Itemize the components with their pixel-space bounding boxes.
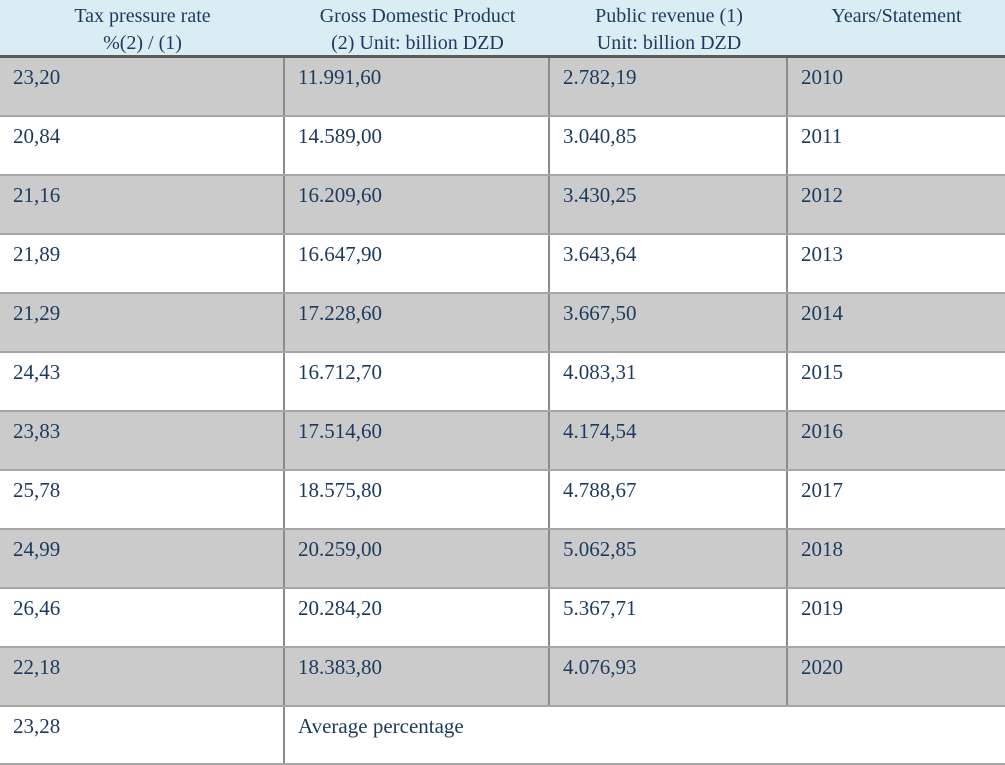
cell-tax-rate: 22,18 xyxy=(0,648,285,705)
column-header-years-statement: Years/Statement xyxy=(788,0,1005,57)
column-header-tax-pressure-rate: Tax pressure rate %(2) / (1) xyxy=(0,0,285,57)
table-row-2016: 23,83 17.514,60 4.174,54 2016 xyxy=(0,412,1005,471)
table-row-average: 23,28 Average percentage xyxy=(0,707,1005,765)
header-line2: %(2) / (1) xyxy=(103,32,182,54)
cell-revenue: 3.040,85 xyxy=(550,117,788,174)
cell-revenue: 5.062,85 xyxy=(550,530,788,587)
cell-tax-rate: 25,78 xyxy=(0,471,285,528)
cell-tax-rate: 26,46 xyxy=(0,589,285,646)
header-line1: Public revenue (1) xyxy=(595,5,743,27)
table-row-2017: 25,78 18.575,80 4.788,67 2017 xyxy=(0,471,1005,530)
cell-tax-rate: 23,83 xyxy=(0,412,285,469)
table-row-2011: 20,84 14.589,00 3.040,85 2011 xyxy=(0,117,1005,176)
cell-revenue: 4.083,31 xyxy=(550,353,788,410)
cell-tax-rate: 21,16 xyxy=(0,176,285,233)
cell-gdp: 16.647,90 xyxy=(285,235,550,292)
header-line1: Gross Domestic Product xyxy=(319,5,516,27)
header-line2: Unit: billion DZD xyxy=(596,32,742,54)
cell-year: 2020 xyxy=(801,655,843,679)
cell-year: 2017 xyxy=(801,478,843,502)
cell-year: 2012 xyxy=(801,183,843,207)
cell-revenue: 4.174,54 xyxy=(550,412,788,469)
table-row-2010: 23,20 11.991,60 2.782,19 2010 xyxy=(0,58,1005,117)
header-line2: (2) Unit: billion DZD xyxy=(331,32,504,54)
cell-revenue: 4.788,67 xyxy=(550,471,788,528)
table-row-2014: 21,29 17.228,60 3.667,50 2014 xyxy=(0,294,1005,353)
header-line1: Years/Statement xyxy=(831,5,962,27)
cell-gdp: 14.589,00 xyxy=(285,117,550,174)
cell-year: 2018 xyxy=(801,537,843,561)
cell-tax-rate: 24,99 xyxy=(0,530,285,587)
cell-gdp: 18.383,80 xyxy=(285,648,550,705)
table-row-2019: 26,46 20.284,20 5.367,71 2019 xyxy=(0,589,1005,648)
cell-year: 2019 xyxy=(801,596,843,620)
cell-gdp: 16.209,60 xyxy=(285,176,550,233)
cell-year: 2016 xyxy=(801,419,843,443)
cell-revenue: 2.782,19 xyxy=(550,58,788,115)
cell-year: 2010 xyxy=(801,65,843,89)
cell-gdp: 18.575,80 xyxy=(285,471,550,528)
cell-gdp: 17.514,60 xyxy=(285,412,550,469)
table-row-2012: 21,16 16.209,60 3.430,25 2012 xyxy=(0,176,1005,235)
table-row-2015: 24,43 16.712,70 4.083,31 2015 xyxy=(0,353,1005,412)
cell-average-label: Average percentage xyxy=(298,714,464,738)
cell-gdp: 17.228,60 xyxy=(285,294,550,351)
table-row-2013: 21,89 16.647,90 3.643,64 2013 xyxy=(0,235,1005,294)
table-header-row: Tax pressure rate %(2) / (1) Gross Domes… xyxy=(0,0,1005,58)
cell-gdp: 20.284,20 xyxy=(285,589,550,646)
header-line1: Tax pressure rate xyxy=(74,5,211,27)
column-header-gdp: Gross Domestic Product (2) Unit: billion… xyxy=(285,0,550,57)
cell-year: 2011 xyxy=(801,124,843,148)
cell-revenue: 4.076,93 xyxy=(550,648,788,705)
cell-tax-rate: 24,43 xyxy=(0,353,285,410)
cell-tax-rate: 20,84 xyxy=(0,117,285,174)
cell-gdp: 16.712,70 xyxy=(285,353,550,410)
column-header-public-revenue: Public revenue (1) Unit: billion DZD xyxy=(550,0,788,57)
cell-tax-rate: 21,89 xyxy=(0,235,285,292)
table-row-2018: 24,99 20.259,00 5.062,85 2018 xyxy=(0,530,1005,589)
cell-gdp: 11.991,60 xyxy=(285,58,550,115)
cell-revenue: 3.430,25 xyxy=(550,176,788,233)
cell-year: 2014 xyxy=(801,301,843,325)
cell-tax-rate: 23,20 xyxy=(0,58,285,115)
cell-tax-rate: 21,29 xyxy=(0,294,285,351)
table-row-2020: 22,18 18.383,80 4.076,93 2020 xyxy=(0,648,1005,707)
cell-gdp: 20.259,00 xyxy=(285,530,550,587)
cell-average-tax-rate: 23,28 xyxy=(0,707,285,763)
cell-year: 2015 xyxy=(801,360,843,384)
cell-revenue: 5.367,71 xyxy=(550,589,788,646)
cell-revenue: 3.643,64 xyxy=(550,235,788,292)
cell-year: 2013 xyxy=(801,242,843,266)
cell-revenue: 3.667,50 xyxy=(550,294,788,351)
